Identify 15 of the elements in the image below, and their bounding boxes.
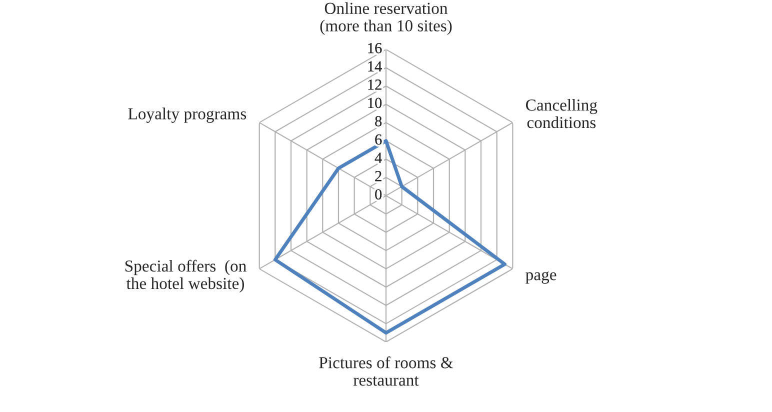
spoke-label: Pictures of rooms & restaurant xyxy=(319,356,454,386)
y-tick-label: 14 xyxy=(368,61,382,72)
y-tick-label: 0 xyxy=(375,189,382,200)
spoke-label: Cancelling conditions xyxy=(526,98,598,128)
y-tick-label: 10 xyxy=(368,98,382,108)
y-tick-label: 6 xyxy=(375,134,382,145)
y-tick-label: 4 xyxy=(374,152,382,163)
y-tick-label: 8 xyxy=(375,116,382,126)
spoke-label: page xyxy=(526,272,556,284)
spoke-label: Special offers (on the hotel website) xyxy=(125,260,246,292)
y-tick-label: 2 xyxy=(375,170,382,182)
y-tick-label: 16 xyxy=(368,42,382,54)
spoke-label: Loyalty programs xyxy=(128,108,246,123)
y-tick-label: 12 xyxy=(368,80,382,90)
spoke-label: Online reservation (more than 10 sites) xyxy=(320,2,452,35)
